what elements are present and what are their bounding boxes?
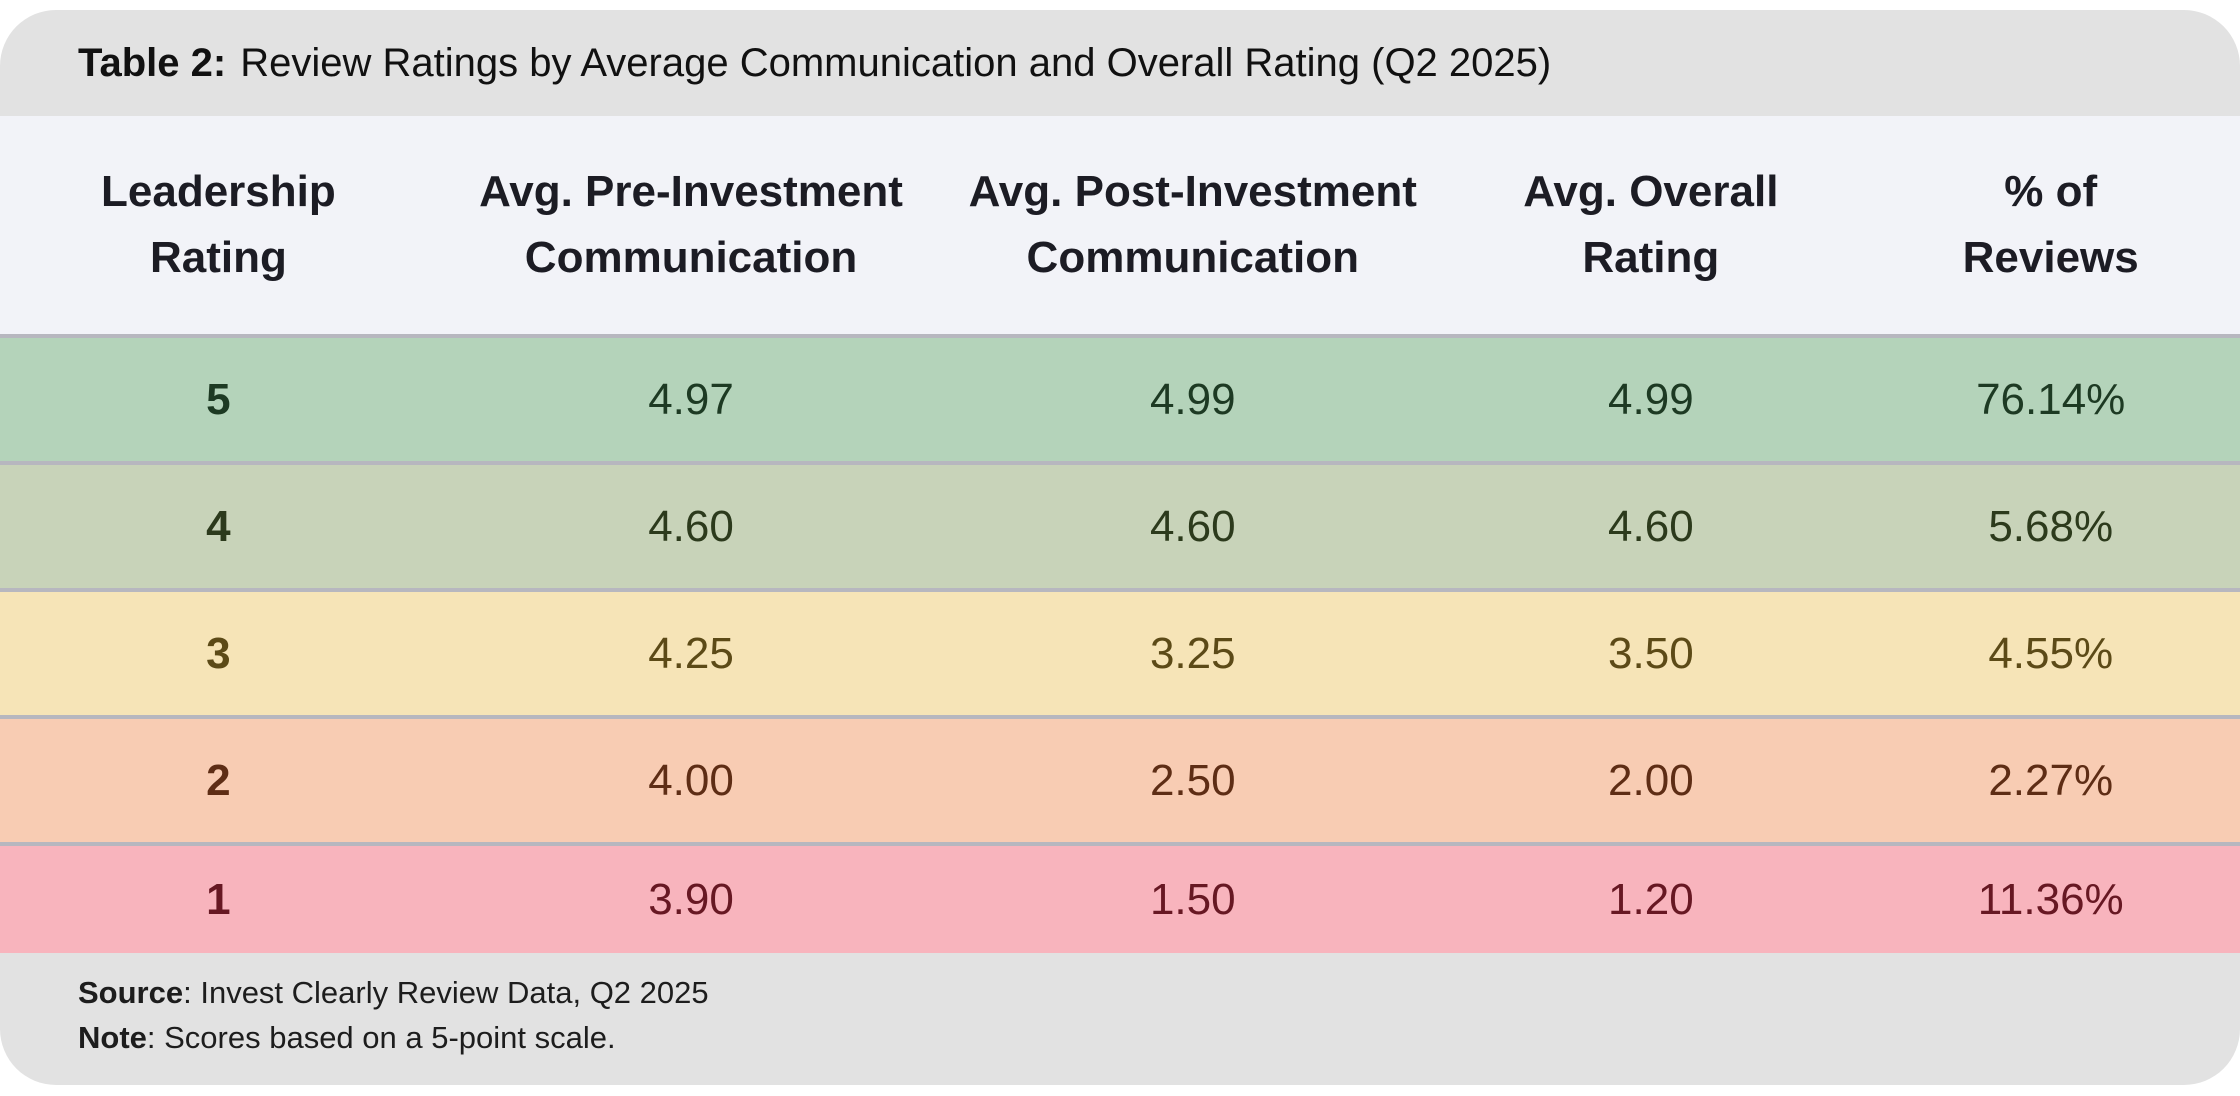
cell-leadership-rating: 1 (206, 874, 231, 924)
cell-post-investment: 1.50 (1149, 874, 1236, 924)
cell-pre-investment: 4.60 (648, 501, 734, 551)
cell-leadership-rating: 2 (206, 755, 231, 805)
cell-pre-investment: 4.25 (648, 628, 734, 678)
cell-post-investment: 2.50 (1149, 755, 1236, 805)
table-row-rating-5: 5 4.97 4.99 4.99 76.14% (0, 336, 2240, 463)
footer-source-line: Source: Invest Clearly Review Data, Q2 2… (78, 971, 2162, 1016)
cell-leadership-rating: 4 (206, 501, 231, 551)
cell-leadership-rating: 3 (206, 628, 231, 678)
column-header-leadership-rating: Leadership Rating (0, 116, 437, 336)
cell-post-investment: 3.25 (1149, 628, 1236, 678)
table-row-rating-1: 1 3.90 1.50 1.20 11.36% (0, 844, 2240, 953)
source-text: : Invest Clearly Review Data, Q2 2025 (183, 975, 709, 1010)
table-title-bar: Table 2: Review Ratings by Average Commu… (0, 10, 2240, 116)
cell-overall: 4.99 (1608, 374, 1694, 424)
cell-pct-of-reviews: 2.27% (1988, 755, 2114, 805)
cell-overall: 3.50 (1608, 628, 1694, 678)
cell-pct-of-reviews: 76.14% (1976, 374, 2126, 424)
table-card: Table 2: Review Ratings by Average Commu… (0, 10, 2240, 1085)
cell-leadership-rating: 5 (206, 374, 231, 424)
table-row-rating-4: 4 4.60 4.60 4.60 5.68% (0, 463, 2240, 590)
table-footer: Source: Invest Clearly Review Data, Q2 2… (0, 953, 2240, 1085)
cell-post-investment: 4.99 (1149, 374, 1236, 424)
column-header-post-investment-communication: Avg. Post-Investment Communication (945, 116, 1441, 336)
cell-pct-of-reviews: 4.55% (1988, 628, 2114, 678)
column-header-pre-investment-communication: Avg. Pre-Investment Communication (436, 116, 946, 336)
cell-pct-of-reviews: 11.36% (1977, 874, 2124, 924)
column-header-pct-of-reviews: % of Reviews (1861, 116, 2240, 336)
column-header-overall-rating: Avg. Overall Rating (1440, 116, 1862, 336)
source-label: Source (78, 975, 184, 1010)
footer-note-line: Note: Scores based on a 5-point scale. (78, 1016, 2162, 1061)
note-text: : Scores based on a 5-point scale. (146, 1019, 616, 1055)
cell-pre-investment: 3.90 (648, 874, 734, 924)
table-row-rating-2: 2 4.00 2.50 2.00 2.27% (0, 717, 2240, 844)
table-number-label: Table 2: (78, 40, 227, 85)
cell-post-investment: 4.60 (1149, 501, 1236, 551)
header-row: Leadership Rating Avg. Pre-Investment Co… (0, 116, 2240, 336)
cell-overall: 4.60 (1608, 501, 1694, 551)
cell-pre-investment: 4.97 (648, 374, 734, 424)
cell-pct-of-reviews: 5.68% (1988, 501, 2114, 551)
ratings-table: Leadership Rating Avg. Pre-Investment Co… (0, 116, 2240, 953)
note-label: Note (78, 1019, 147, 1055)
cell-overall: 2.00 (1608, 755, 1694, 805)
cell-overall: 1.20 (1608, 874, 1694, 924)
table-caption: Review Ratings by Average Communication … (240, 40, 1552, 85)
table-row-rating-3: 3 4.25 3.25 3.50 4.55% (0, 590, 2240, 717)
cell-pre-investment: 4.00 (648, 755, 734, 805)
